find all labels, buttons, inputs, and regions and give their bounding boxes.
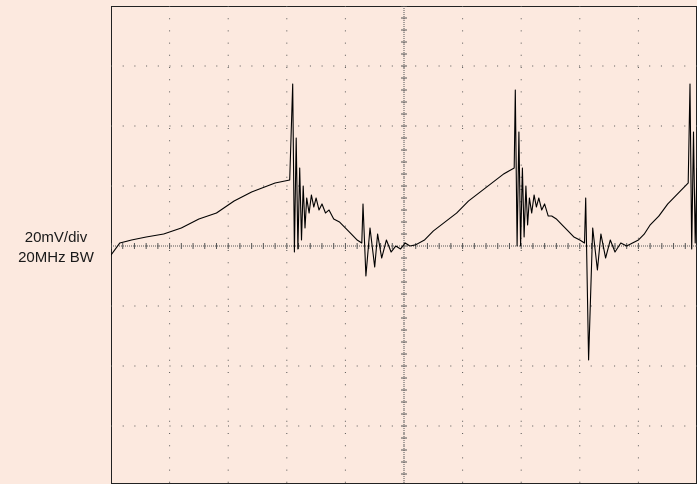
signal-trace: [111, 83, 697, 361]
oscilloscope-screen: [111, 6, 697, 484]
scope-plot: [111, 6, 697, 484]
trace-layer: [111, 83, 697, 361]
bandwidth-label: 20MHz BW: [18, 249, 94, 266]
volts-per-div-label: 20mV/div: [24, 229, 88, 246]
channel-settings-label: 20mV/div 20MHz BW: [0, 228, 112, 268]
